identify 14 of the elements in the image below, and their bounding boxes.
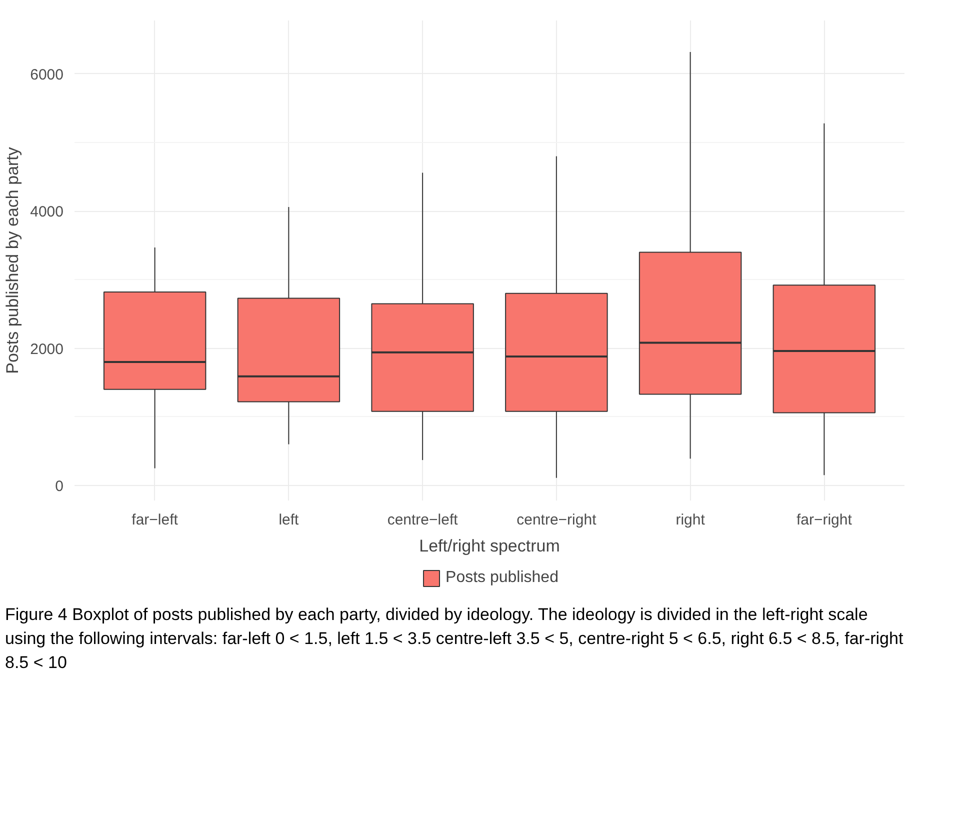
legend-label: Posts published	[446, 569, 558, 587]
y-tick-label: 0	[55, 478, 64, 495]
x-tick-label: centre−right	[516, 512, 598, 528]
y-tick-label: 6000	[30, 66, 64, 84]
y-tick-label: 4000	[30, 204, 64, 221]
x-tick-label: right	[676, 512, 706, 528]
x-axis-title: Left/right spectrum	[419, 536, 560, 556]
x-tick-label: far−right	[796, 512, 853, 528]
y-axis-title: Posts published by each party	[3, 146, 22, 374]
x-tick-label: far−left	[132, 512, 179, 528]
x-tick-label: left	[278, 512, 300, 528]
x-tick-label: centre−left	[387, 512, 459, 528]
y-tick-label: 2000	[30, 340, 64, 358]
caption: Figure 4 Boxplot of posts published by each party, divided by ideology. The ideology is divided in the left-right scale using the following intervals: far-left 0 < 1.5, left 1.5 < 3.5 centre-left 3.5 < 5, centre-right 5 < 6.5, right 6.5 < 8.5, far-right 8.5 < 10	[5, 604, 904, 674]
